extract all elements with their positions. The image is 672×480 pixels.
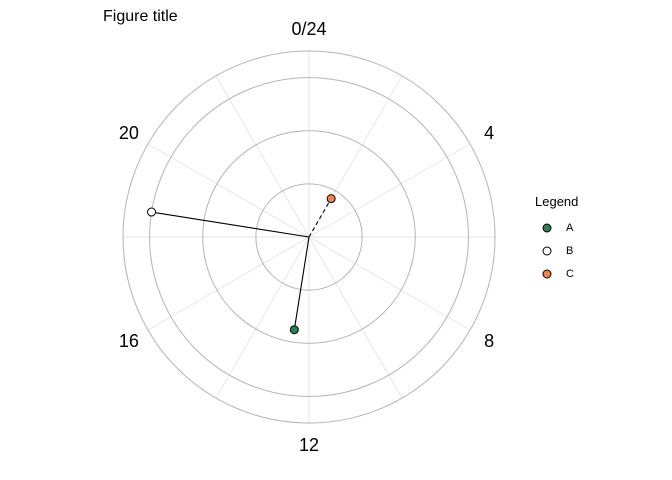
hour-tick-label: 20 bbox=[119, 123, 139, 143]
hour-tick-label: 4 bbox=[484, 123, 494, 143]
point-a bbox=[289, 325, 299, 335]
radial-gridline bbox=[122, 50, 496, 424]
angular-gridline bbox=[147, 236, 310, 331]
hour-tick-label: 16 bbox=[119, 331, 139, 351]
segment-a bbox=[293, 236, 310, 330]
hour-tick-label: 12 bbox=[299, 435, 319, 455]
legend-key-a bbox=[542, 223, 552, 233]
angular-gridline bbox=[308, 236, 471, 331]
legend-key-c bbox=[542, 269, 552, 279]
segment-c bbox=[308, 198, 332, 238]
angular-gridline bbox=[215, 75, 310, 238]
data-segments bbox=[151, 198, 332, 330]
point-b bbox=[147, 207, 157, 217]
legend-key-b bbox=[542, 246, 552, 256]
legend-title: Legend bbox=[535, 194, 578, 209]
radial-gridline bbox=[255, 183, 363, 291]
legend-label-a: A bbox=[566, 222, 574, 234]
angular-gridline bbox=[308, 75, 403, 238]
radial-gridline bbox=[202, 130, 416, 344]
legend-label-b: B bbox=[566, 245, 573, 257]
angular-gridline bbox=[215, 236, 310, 399]
data-points bbox=[147, 194, 336, 335]
legend-label-c: C bbox=[566, 268, 574, 280]
angular-gridline bbox=[308, 236, 403, 399]
chart-title: Figure title bbox=[103, 8, 178, 25]
angular-gridline bbox=[147, 143, 310, 238]
segment-b bbox=[151, 211, 310, 238]
hour-labels: 0/24 4 8 12 16 20 bbox=[119, 19, 494, 455]
point-c bbox=[326, 194, 336, 204]
radial-gridline bbox=[149, 77, 469, 397]
angular-gridline bbox=[308, 143, 471, 238]
hour-tick-label: 8 bbox=[484, 331, 494, 351]
polar-grid bbox=[122, 50, 496, 424]
hour-tick-label: 0/24 bbox=[291, 19, 326, 39]
legend: Legend ABC bbox=[535, 194, 578, 280]
